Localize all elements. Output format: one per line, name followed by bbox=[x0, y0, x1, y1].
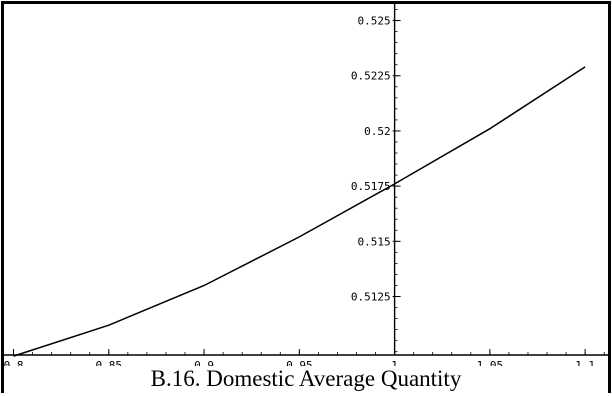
chart-caption: B.16. Domestic Average Quantity bbox=[150, 366, 462, 391]
x-tick-label: 0.85 bbox=[96, 359, 123, 366]
x-tick-label: 1.05 bbox=[477, 359, 504, 366]
y-tick-label: 0.5225 bbox=[351, 70, 391, 83]
y-tick-label: 0.515 bbox=[357, 235, 390, 248]
x-tick-label: 1.1 bbox=[575, 359, 595, 366]
y-tick-label: 0.525 bbox=[357, 15, 390, 28]
x-tick-label: 0.9 bbox=[194, 359, 214, 366]
x-tick-label: 0.8 bbox=[4, 359, 23, 366]
line-chart: 0.8 0.85 0.9 0.95 1 1.05 1.1 0.5125 0.515 0.5175 0… bbox=[4, 4, 608, 366]
x-tick-label: 0.95 bbox=[286, 359, 313, 366]
series-line bbox=[13, 66, 586, 357]
y-tick-label: 0.5175 bbox=[351, 180, 391, 193]
y-tick-label: 0.5125 bbox=[351, 291, 391, 304]
x-tick-label: 1 bbox=[391, 359, 398, 366]
y-tick-label: 0.52 bbox=[364, 125, 391, 138]
